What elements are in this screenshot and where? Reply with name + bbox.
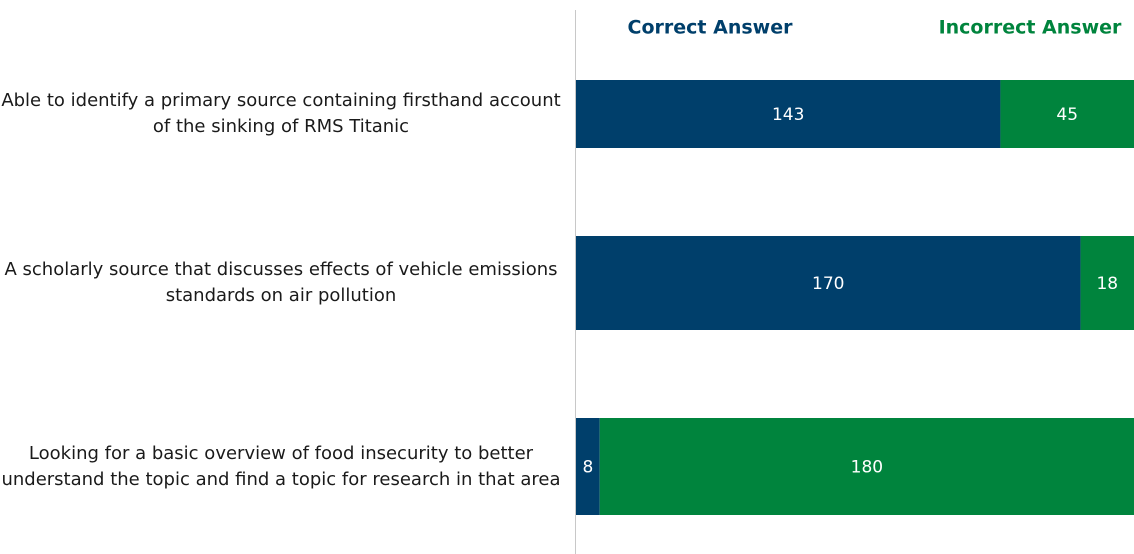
legend-label: Incorrect Answer (939, 17, 1122, 39)
value-label: 18 (1096, 274, 1118, 294)
legend-label: Correct Answer (628, 17, 794, 39)
category-label: Able to identify a primary source contai… (1, 90, 561, 137)
bar-segment (1000, 80, 1134, 148)
bar-segment (1080, 236, 1134, 330)
bar-segment (576, 80, 1001, 148)
value-label: 180 (851, 458, 883, 478)
bar-segment (576, 236, 1081, 330)
bar-segment (576, 418, 600, 515)
category-label: Looking for a basic overview of food ins… (1, 442, 561, 490)
value-label: 143 (772, 105, 804, 125)
bar-segment (599, 418, 1134, 515)
value-label: 8 (582, 458, 593, 478)
value-label: 45 (1056, 105, 1078, 125)
value-label: 170 (812, 274, 844, 294)
category-label: A scholarly source that discusses effect… (4, 259, 558, 306)
